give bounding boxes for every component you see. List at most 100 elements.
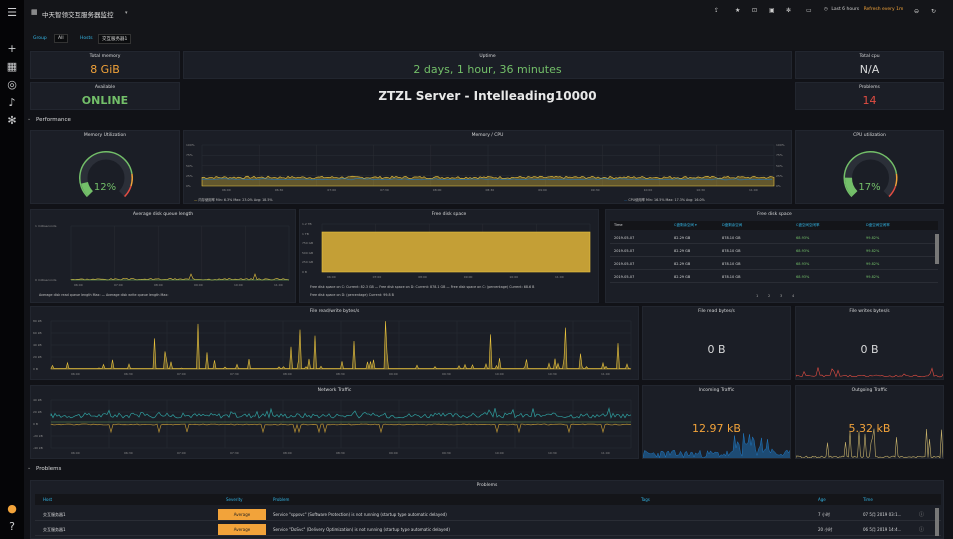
x-tick-label: 11:00: [601, 451, 610, 455]
x-tick-label: 06:00: [222, 188, 231, 192]
y-tick-label: 0%: [186, 184, 191, 188]
y-tick-label: 25%: [776, 173, 783, 178]
uptime-value: 2 days, 1 hour, 36 minutes: [413, 63, 562, 76]
table-header-cell[interactable]: C盘空间空闲率: [796, 223, 820, 227]
table-cell: 878.10 GB: [722, 249, 741, 253]
problems-row[interactable]: [35, 508, 941, 521]
free-disk-area: [321, 231, 591, 273]
tv-mode-icon[interactable]: ▭: [806, 7, 812, 14]
table-header-cell[interactable]: Time: [614, 223, 623, 227]
total-memory-panel: Total memory 8 GiB: [30, 51, 180, 79]
x-tick-label: 10:30: [548, 451, 557, 455]
y-tick-label: 0 B: [302, 270, 307, 274]
pagination-page[interactable]: 4: [792, 294, 795, 298]
outgoing-title: Outgoing Traffic: [851, 388, 888, 393]
x-tick-label: 11:00: [555, 275, 564, 279]
table-scrollbar[interactable]: [935, 234, 939, 264]
problems-header-cell[interactable]: Severity: [226, 497, 243, 502]
explore-icon[interactable]: ◎: [7, 78, 17, 91]
info-icon[interactable]: ⓘ: [919, 512, 925, 518]
share-icon[interactable]: ⇪: [714, 7, 720, 14]
severity-badge: Average: [218, 509, 266, 520]
chevron-down-icon: ⌄: [27, 116, 32, 122]
avatar[interactable]: ●: [7, 502, 17, 515]
gauge-value-arc: [845, 177, 858, 197]
gauge-threshold-orange: [129, 173, 133, 187]
time-picker[interactable]: ◷ Last 6 hours Refresh every 1m: [824, 7, 903, 19]
dashboard-title[interactable]: 中天智领交互服务器监控: [42, 11, 114, 19]
top-navbar: ▦ 中天智领交互服务器监控 ▾ ⇪ ★ ⊡ ▣ ✻ ▭ ◷ Last 6 hou…: [24, 0, 953, 28]
star-icon[interactable]: ★: [735, 7, 741, 14]
refresh-icon[interactable]: ↻: [931, 8, 937, 15]
available-title: Available: [94, 85, 116, 90]
problems-header-cell[interactable]: Time: [863, 497, 873, 502]
y-tick-label: 50%: [776, 163, 783, 168]
table-cell: 878.10 GB: [722, 275, 741, 279]
x-tick-label: 09:30: [442, 451, 451, 455]
dashboards-icon[interactable]: ▦: [6, 60, 18, 73]
group-select[interactable]: All: [54, 34, 68, 43]
x-tick-label: 10:00: [509, 275, 519, 279]
y-tick-label: 0 B: [33, 422, 38, 426]
x-tick-label: 07:00: [327, 188, 337, 192]
table-cell: 68.93%: [796, 249, 810, 253]
x-tick-label: 07:30: [230, 372, 239, 376]
x-tick-label: 06:30: [124, 451, 133, 455]
severity-badge: Average: [218, 524, 266, 535]
problems-header-cell[interactable]: Problem: [273, 497, 290, 502]
x-tick-label: 06:30: [124, 372, 133, 376]
share-link-icon[interactable]: ⊡: [752, 7, 758, 14]
chevron-down-icon[interactable]: ▾: [125, 10, 128, 16]
incoming-value: 12.97 kB: [692, 422, 741, 435]
file-write-panel: File writes bytes/s 0 B: [795, 306, 944, 380]
y-tick-label: 250 GB: [302, 260, 314, 265]
hosts-select[interactable]: 交互服务器1: [98, 34, 132, 44]
memory-cpu-legend-left: — 内存使用率 Min: 6.3% Max: 23.0% Avg: 18.5%: [194, 198, 273, 202]
zoom-out-icon[interactable]: ⊖: [914, 8, 920, 15]
problems-header-cell[interactable]: Host: [43, 497, 53, 502]
table-header-cell[interactable]: C盘剩余空间 ▾: [674, 223, 697, 227]
incoming-series: [50, 406, 632, 419]
problems-header-cell[interactable]: Tags: [641, 497, 650, 502]
legend-swatch-icon: —: [624, 198, 629, 202]
grafana-logo-icon[interactable]: ☰: [7, 6, 17, 19]
y-tick-label: 75%: [186, 153, 193, 158]
free-disk-table-panel: Free disk space Time C盘剩余空间 ▾ D盘剩余空间 C盘空间空闲…: [605, 209, 944, 303]
settings-gear-icon[interactable]: ✻: [786, 7, 792, 14]
gear-icon[interactable]: ✻: [7, 114, 17, 127]
table-header-cell[interactable]: D盘剩余空间: [722, 223, 743, 227]
memory-gauge: [79, 151, 133, 198]
cpu-gauge-panel: CPU utilization 17%: [795, 130, 944, 204]
network-graph: [50, 399, 632, 449]
info-icon[interactable]: ⓘ: [919, 527, 925, 533]
incoming-sparkline: [643, 433, 790, 458]
plus-icon[interactable]: +: [7, 42, 17, 55]
problems-cell: Service "sppsvc" (Software Protection) i…: [273, 512, 447, 517]
help-icon[interactable]: ?: [9, 520, 15, 533]
file-rw-series: [50, 321, 632, 370]
pagination-page[interactable]: 2: [768, 294, 771, 298]
x-tick-label: 09:00: [194, 283, 203, 287]
alert-bell-icon[interactable]: ♪: [8, 96, 16, 109]
table-cell: 82.29 GB: [674, 236, 691, 240]
gauge-track: [80, 152, 132, 197]
refresh-interval[interactable]: Refresh every 1m: [863, 7, 904, 12]
x-tick-label: 10:00: [495, 451, 504, 455]
file-read-panel: File read bytes/s 0 B: [642, 306, 791, 380]
memory-cpu-graph: [201, 144, 775, 187]
table-header-cell[interactable]: D盘空间空闲率: [866, 223, 890, 227]
total-cpu-panel: Total cpu N/A: [795, 51, 944, 79]
cpu-gauge: [843, 151, 898, 198]
x-tick-label: 06:00: [71, 451, 80, 455]
save-icon[interactable]: ▣: [769, 7, 775, 14]
total-memory-title: Total memory: [89, 54, 121, 59]
pagination-page[interactable]: 1: [756, 294, 759, 298]
problems-scrollbar[interactable]: [935, 508, 939, 536]
pagination-page[interactable]: 3: [780, 294, 783, 298]
row-performance[interactable]: ⌄ Performance: [24, 114, 953, 126]
problems-row[interactable]: [35, 523, 941, 536]
incoming-traffic-series: [643, 433, 790, 458]
x-tick-label: 06:00: [74, 283, 83, 287]
problems-header-cell[interactable]: Age: [818, 497, 826, 502]
row-problems[interactable]: ⌄ Problems: [24, 463, 953, 475]
